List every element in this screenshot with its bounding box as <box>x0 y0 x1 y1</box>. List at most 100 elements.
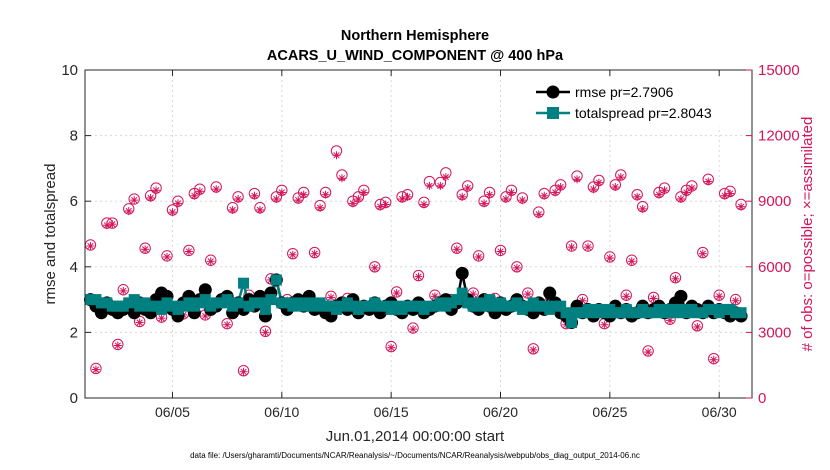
asterisk-stroke <box>92 366 100 373</box>
obs-assimilated-point <box>234 195 243 204</box>
obs-assimilated-point <box>141 245 150 254</box>
asterisk-stroke <box>371 264 378 272</box>
obs-assimilated-point <box>551 188 560 197</box>
asterisk-stroke <box>628 258 635 265</box>
obs-assimilated-point <box>119 286 128 295</box>
asterisk-stroke <box>677 195 685 203</box>
asterisk-stroke <box>158 315 165 322</box>
y-left-tick-label: 6 <box>70 193 78 210</box>
asterisk-stroke <box>273 195 280 203</box>
obs-assimilated-point <box>485 190 494 199</box>
obs-possible-point <box>669 272 682 284</box>
asterisk-stroke <box>568 243 575 251</box>
obs-possible-point <box>527 343 540 355</box>
y-right-tick-label: 15000 <box>758 62 800 79</box>
obs-assimilated-point <box>523 290 532 299</box>
obs-assimilated-point <box>337 174 346 183</box>
obs-assimilated-point <box>644 348 653 357</box>
obs-assimilated-point <box>682 188 691 197</box>
obs-assimilated-point <box>310 249 319 258</box>
asterisk-stroke <box>163 253 171 261</box>
asterisk-stroke <box>606 254 614 262</box>
obs-assimilated-point <box>146 193 155 202</box>
obs-assimilated-point <box>135 318 144 327</box>
obs-assimilated-point <box>152 186 161 195</box>
obs-assimilated-point <box>419 200 428 209</box>
obs-assimilated-point <box>321 190 330 199</box>
obs-possible-point <box>647 291 660 304</box>
y-left-tick-label: 10 <box>61 62 78 79</box>
chart-title-line1: Northern Hemisphere <box>341 28 489 44</box>
obs-assimilated-point <box>676 195 685 204</box>
rmse-point <box>94 306 108 320</box>
spread-point <box>259 303 271 315</box>
obs-possible-point <box>133 315 146 328</box>
asterisk-stroke <box>229 206 236 214</box>
obs-assimilated-point <box>616 173 625 182</box>
asterisk-stroke <box>338 175 346 182</box>
asterisk-stroke <box>459 193 466 200</box>
obs-possible-point <box>139 242 151 254</box>
obs-assimilated-point <box>190 191 199 200</box>
asterisk-stroke <box>584 243 592 251</box>
obs-assimilated-point <box>348 199 357 208</box>
spread-point <box>156 303 168 315</box>
obs-assimilated-point <box>206 257 215 266</box>
asterisk-stroke <box>480 200 488 207</box>
asterisk-stroke <box>475 253 482 261</box>
obs-assimilated-point <box>195 187 204 196</box>
asterisk-stroke <box>234 195 242 203</box>
asterisk-stroke <box>705 178 712 185</box>
spread-point <box>566 317 578 329</box>
x-tick-label: 06/20 <box>483 404 518 420</box>
y-right-tick-label: 6000 <box>758 259 791 276</box>
x-tick-label: 06/30 <box>702 404 737 420</box>
asterisk-stroke <box>409 325 417 333</box>
obs-assimilated-point <box>108 220 117 229</box>
asterisk-stroke <box>251 192 258 199</box>
legend-rmse-marker <box>546 85 560 99</box>
asterisk-stroke <box>672 275 679 282</box>
obs-possible-point <box>259 325 272 338</box>
asterisk-stroke <box>262 329 269 336</box>
obs-possible-point <box>161 250 173 262</box>
asterisk-stroke <box>103 222 111 229</box>
asterisk-stroke <box>240 368 247 375</box>
obs-assimilated-point <box>163 252 172 261</box>
asterisk-stroke <box>437 182 444 190</box>
obs-assimilated-point <box>474 252 483 261</box>
obs-assimilated-point <box>589 185 598 194</box>
legend-rmse-label: rmse pr=2.7906 <box>575 84 674 100</box>
obs-assimilated-point <box>737 202 746 211</box>
asterisk-stroke <box>541 192 548 199</box>
obs-possible-point <box>128 193 140 205</box>
y-axis-label-left: rmse and totalspread <box>42 164 59 305</box>
asterisk-stroke <box>382 201 389 208</box>
obs-assimilated-point <box>518 196 527 205</box>
asterisk-stroke <box>595 179 603 186</box>
asterisk-stroke <box>557 183 564 191</box>
asterisk-stroke <box>191 192 198 199</box>
obs-assimilated-point <box>436 181 445 190</box>
obs-assimilated-point <box>660 186 669 195</box>
asterisk-stroke <box>535 211 542 218</box>
asterisk-stroke <box>644 348 652 356</box>
obs-possible-point <box>385 340 397 353</box>
spread-point <box>238 277 250 289</box>
asterisk-stroke <box>404 193 411 200</box>
obs-possible-point <box>237 364 250 377</box>
y-right-tick-label: 12000 <box>758 128 800 145</box>
asterisk-stroke <box>612 183 619 191</box>
obs-assimilated-point <box>726 189 735 198</box>
asterisk-stroke <box>125 207 132 215</box>
asterisk-stroke <box>530 346 537 354</box>
obs-assimilated-point <box>501 195 510 204</box>
spread-point <box>128 294 140 306</box>
spread-point <box>199 294 211 306</box>
rmse-point <box>198 283 212 297</box>
obs-assimilated-point <box>294 196 303 205</box>
spread-point <box>451 294 463 306</box>
obs-assimilated-point <box>272 195 281 204</box>
obs-assimilated-point <box>529 345 538 354</box>
obs-assimilated-point <box>709 355 718 364</box>
